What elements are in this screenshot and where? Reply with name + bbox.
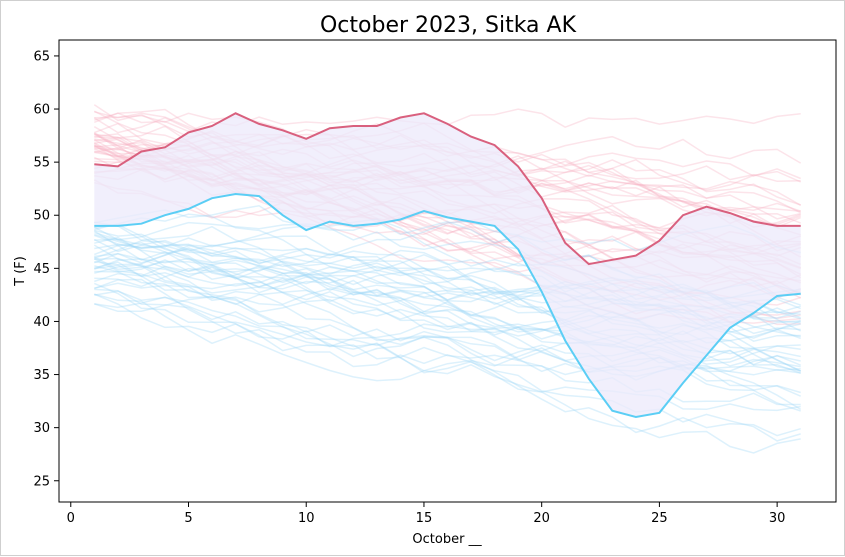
range-band bbox=[94, 113, 801, 418]
x-tick-label: 30 bbox=[769, 511, 786, 526]
y-tick-label: 30 bbox=[33, 421, 50, 436]
y-tick-label: 40 bbox=[33, 315, 50, 330]
historical-line bbox=[94, 282, 801, 437]
y-tick-label: 25 bbox=[33, 474, 50, 489]
x-axis-label: October __ bbox=[412, 532, 482, 547]
y-tick-label: 60 bbox=[33, 103, 50, 118]
y-tick-label: 45 bbox=[33, 262, 50, 277]
x-tick-label: 25 bbox=[651, 511, 668, 526]
historical-line bbox=[94, 296, 801, 454]
chart-title: October 2023, Sitka AK bbox=[320, 13, 577, 38]
x-tick-label: 10 bbox=[298, 511, 315, 526]
series-lines bbox=[94, 112, 801, 419]
y-tick-label: 55 bbox=[33, 156, 50, 171]
x-tick-label: 20 bbox=[533, 511, 550, 526]
high-low-band bbox=[94, 113, 801, 418]
x-axis: 0 5 10 15 20 25 30 bbox=[67, 502, 786, 526]
historical-line bbox=[94, 278, 801, 442]
x-tick-label: 0 bbox=[67, 511, 75, 526]
low-temperature-line bbox=[94, 192, 801, 419]
historical-line bbox=[94, 270, 801, 406]
plot-area bbox=[58, 39, 837, 503]
x-tick-label: 15 bbox=[416, 511, 433, 526]
y-tick-label: 50 bbox=[33, 209, 50, 224]
y-axis-label: T (F) bbox=[13, 256, 28, 287]
y-tick-label: 65 bbox=[33, 49, 50, 64]
y-axis: 25 30 35 40 45 50 55 60 65 bbox=[33, 49, 59, 489]
x-tick-label: 5 bbox=[184, 511, 192, 526]
high-temperature-line bbox=[94, 112, 801, 266]
historical-line bbox=[94, 263, 801, 412]
y-tick-label: 35 bbox=[33, 368, 50, 383]
